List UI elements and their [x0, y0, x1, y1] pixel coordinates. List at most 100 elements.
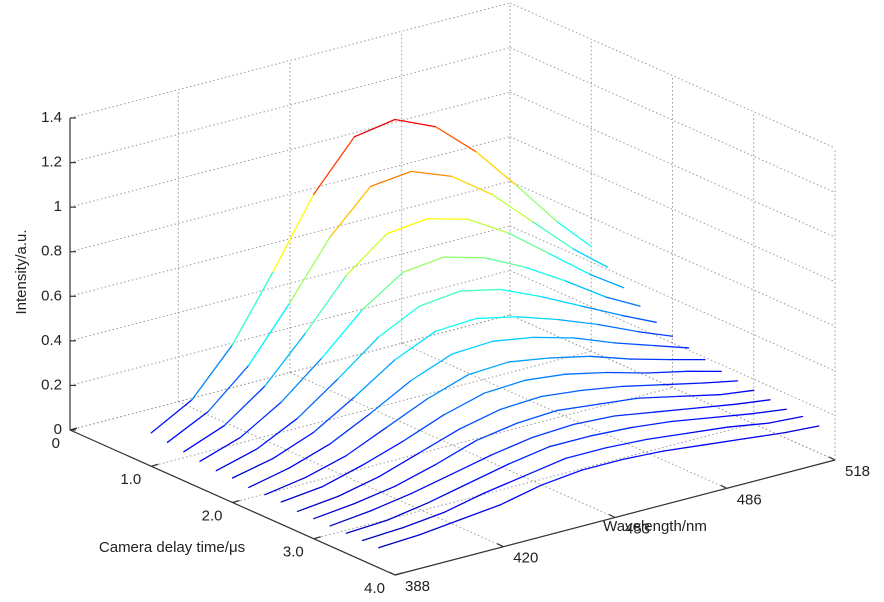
- spectrum-segment: [590, 428, 631, 436]
- spectrum-segment: [728, 423, 769, 427]
- spectrum-segment: [574, 416, 615, 424]
- grid-line: [70, 92, 510, 207]
- spectrum-segment: [655, 346, 689, 348]
- grid-line: [70, 137, 510, 252]
- spectrum-segment: [273, 194, 314, 271]
- spectrum-segment: [622, 316, 656, 323]
- spectrum-segment: [549, 254, 590, 275]
- spectrum-segment: [411, 354, 452, 380]
- spectrum-segment: [468, 362, 509, 375]
- spectrum-segment: [452, 455, 493, 475]
- spectrum-segment: [362, 272, 403, 309]
- spectrum-segment: [387, 503, 428, 520]
- spectrum-segment: [614, 412, 655, 416]
- spectrum-segment: [298, 496, 339, 511]
- spectrum-segment: [314, 397, 355, 432]
- spectrum-segment: [492, 337, 533, 341]
- spectrum-segment: [525, 458, 566, 475]
- spectrum-segment: [655, 408, 696, 412]
- z-tick-label: 1.2: [41, 154, 62, 171]
- spectrum-segment: [574, 249, 608, 267]
- z-tick-label: 0.2: [41, 376, 62, 393]
- spectrum-segment: [379, 535, 420, 548]
- spectrum-segment: [346, 520, 387, 533]
- spectrum-segment: [679, 395, 720, 397]
- spectrum-segment: [574, 338, 615, 343]
- spectrum-segment: [566, 372, 607, 374]
- spectrum-segment: [484, 258, 525, 267]
- spectrum-segment: [460, 409, 501, 429]
- spectrum-segment: [557, 404, 598, 410]
- spectrum-segment: [436, 318, 477, 331]
- spectrum-segment: [249, 303, 290, 365]
- spectrum-segment: [281, 358, 322, 402]
- spectrum-segment: [411, 171, 452, 176]
- spectrum-segment: [265, 477, 306, 494]
- spectrum-segment: [322, 465, 363, 487]
- spectrum-segment: [606, 439, 647, 447]
- spectrum-segment: [541, 297, 582, 306]
- y-tick: [314, 537, 321, 539]
- spectrum-segment: [354, 120, 395, 137]
- spectrum-segment: [566, 281, 607, 297]
- spectrum-segment: [241, 402, 282, 437]
- spectrum-segment: [631, 422, 672, 428]
- spectrum-segment: [468, 464, 509, 484]
- spectrum-segment: [224, 386, 265, 426]
- spectrum-segment: [647, 371, 688, 373]
- spectrum-segment: [533, 222, 574, 249]
- spectrum-segment: [517, 186, 558, 222]
- spectrum-segment: [606, 297, 640, 306]
- spectrum-segment: [460, 505, 501, 520]
- x-tick-label: 388: [405, 578, 430, 595]
- spectrum-segment: [216, 449, 257, 471]
- spectrum-segment: [582, 306, 623, 315]
- spectrum-segment: [614, 343, 655, 346]
- spectrum-segment: [233, 458, 274, 478]
- spectrum-segment: [687, 427, 728, 433]
- spectrum-segment: [419, 520, 460, 535]
- spectrum-segment: [403, 415, 444, 441]
- z-tick-label: 0.4: [41, 332, 62, 349]
- y-axis-label: Camera delay time/μs: [99, 539, 245, 556]
- spectrum-segment: [200, 437, 241, 461]
- spectrum-segment: [330, 511, 371, 526]
- spectrum-segment: [484, 476, 525, 493]
- spectrum-segment: [509, 447, 550, 464]
- spectrum-segment: [387, 399, 428, 427]
- spectrum-segment: [452, 176, 493, 194]
- spectrum-segment: [736, 400, 770, 404]
- grid-line: [70, 48, 510, 163]
- spectrum-segment: [363, 528, 404, 541]
- y-tick-label: 4.0: [364, 580, 385, 597]
- grid-line: [402, 343, 727, 488]
- spectrum-segment: [330, 413, 371, 444]
- spectrum-segment: [354, 360, 395, 397]
- spectrum-segment: [501, 396, 542, 409]
- y-tick-label: 3.0: [283, 544, 304, 561]
- spectrum-segment: [168, 412, 209, 443]
- x-axis-label: Wavelength/nm: [603, 518, 707, 535]
- spectrum-segment: [712, 414, 753, 418]
- spectrum-segment: [663, 445, 704, 451]
- spectrum-segment: [541, 390, 582, 396]
- z-tick-label: 0.8: [41, 243, 62, 260]
- spectrum-segment: [289, 444, 330, 468]
- x-tick: [829, 457, 835, 460]
- spectrum-segment: [436, 127, 477, 152]
- spectrum-segment: [362, 441, 403, 465]
- x-tick-label: 453: [625, 520, 650, 537]
- spectrum-segment: [549, 436, 590, 447]
- spectrum-segment: [631, 359, 672, 360]
- y-tick-label: 1.0: [120, 471, 141, 488]
- spectrum-segment: [379, 306, 420, 337]
- spectrum-segment: [354, 486, 395, 503]
- spectrum-segment: [598, 325, 639, 332]
- spectrum-segment: [517, 410, 558, 423]
- spectrum-segment: [281, 487, 322, 502]
- y-tick-label: 2.0: [202, 507, 223, 524]
- spectrum-segment: [533, 337, 574, 338]
- spectrum-segment: [696, 404, 737, 408]
- x-tick-label: 486: [737, 491, 762, 508]
